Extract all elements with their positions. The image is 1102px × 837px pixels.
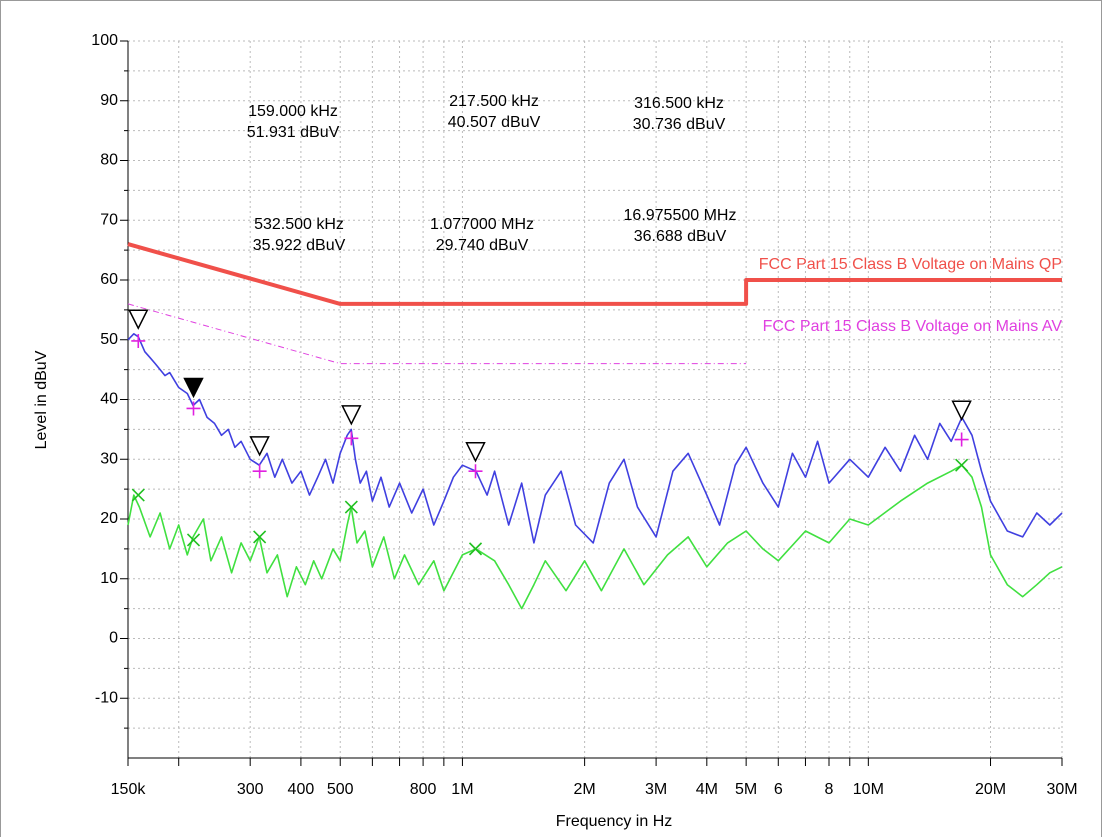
y-tick-label: 90: [100, 92, 118, 109]
x-tick-label: 400: [288, 781, 315, 798]
x-tick-label: 4M: [696, 781, 718, 798]
qp-marker: [186, 401, 201, 416]
qp-marker: [954, 432, 969, 447]
x-tick-label: 1M: [451, 781, 473, 798]
y-tick-label: 70: [100, 211, 118, 228]
x-tick-label: 300: [237, 781, 264, 798]
qp-marker: [468, 464, 483, 479]
av-marker: [253, 530, 267, 544]
annotation: 316.500 kHz: [634, 95, 724, 112]
x-tick-label: 800: [410, 781, 437, 798]
x-tick-label: 5M: [735, 781, 757, 798]
x-tick-label: 20M: [975, 781, 1006, 798]
series-line: [127, 303, 747, 365]
x-tick-label: 8: [825, 781, 834, 798]
series-line: [127, 464, 1063, 610]
y-tick-label: 50: [100, 331, 118, 348]
y-tick-label: 0: [109, 630, 118, 647]
av-marker: [131, 488, 145, 502]
y-tick-label: 30: [100, 450, 118, 467]
x-tick-label: 500: [327, 781, 354, 798]
annotation: 16.975500 MHz: [624, 207, 737, 224]
x-tick-label: 10M: [853, 781, 884, 798]
av-marker: [955, 458, 969, 472]
annotation: 35.922 dBuV: [253, 237, 346, 254]
qp-marker: [344, 431, 359, 446]
legend-label: FCC Part 15 Class B Voltage on Mains QP: [759, 256, 1062, 273]
peak-marker: [341, 405, 362, 426]
annotation: 40.507 dBuV: [448, 114, 541, 131]
qp-marker: [131, 333, 146, 348]
av-marker: [344, 500, 358, 514]
y-tick-label: 100: [91, 32, 118, 49]
y-tick-label: 20: [100, 510, 118, 527]
annotation: 36.688 dBuV: [634, 228, 727, 245]
x-tick-label: 6: [774, 781, 783, 798]
y-tick-label: 40: [100, 391, 118, 408]
peak-marker: [249, 436, 270, 457]
annotation: 30.736 dBuV: [633, 116, 726, 133]
y-tick-label: 10: [100, 570, 118, 587]
peak-marker: [465, 442, 486, 463]
x-axis-label: Frequency in Hz: [556, 813, 673, 830]
peak-marker: [183, 377, 204, 399]
y-axis-label: Level in dBuV: [33, 350, 50, 449]
qp-marker: [252, 464, 267, 479]
peak-marker: [128, 309, 149, 330]
x-tick-label: 2M: [574, 781, 596, 798]
y-tick-label: 80: [100, 152, 118, 169]
series-line: [127, 242, 1062, 306]
y-tick-label: 60: [100, 271, 118, 288]
x-tick-label: 3M: [645, 781, 667, 798]
av-marker: [186, 533, 201, 547]
x-tick-label: 150k: [111, 781, 147, 798]
annotation: 1.077000 MHz: [430, 216, 534, 233]
annotation: 532.500 kHz: [254, 216, 344, 233]
annotation: 159.000 kHz: [248, 103, 338, 120]
annotation: 217.500 kHz: [449, 93, 539, 110]
x-tick-label: 30M: [1046, 781, 1077, 798]
series-line: [127, 333, 1063, 544]
peak-marker: [951, 400, 972, 421]
annotation: 51.931 dBuV: [247, 124, 340, 141]
y-tick-label: -10: [95, 689, 118, 706]
av-marker: [468, 542, 483, 556]
annotation: 29.740 dBuV: [436, 237, 529, 254]
legend-label: FCC Part 15 Class B Voltage on Mains AV: [763, 318, 1063, 335]
